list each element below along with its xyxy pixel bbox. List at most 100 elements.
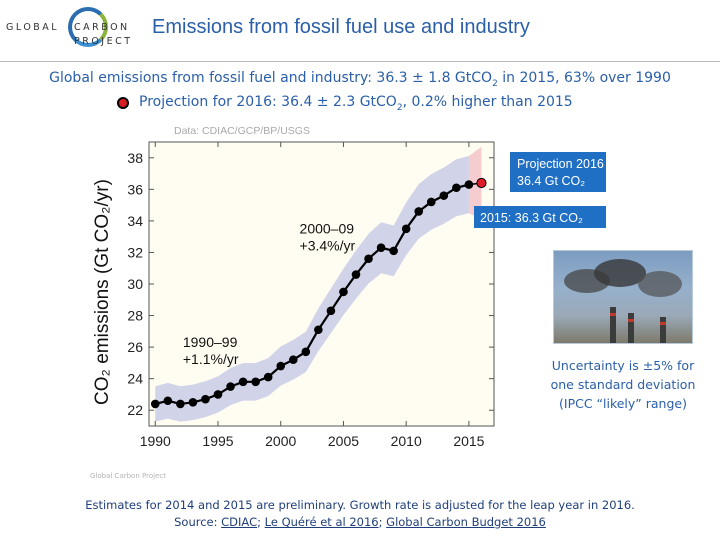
projection-callout: Projection 2016 36.4 Gt CO₂ bbox=[510, 152, 619, 192]
smokestacks-photo bbox=[553, 250, 693, 344]
data-point-2013 bbox=[439, 191, 449, 200]
projection-callout-box bbox=[510, 152, 619, 192]
data-point-2000 bbox=[276, 361, 286, 371]
data-point-1999 bbox=[263, 372, 273, 382]
uncertainty-line-1: Uncertainty is ±5% for bbox=[551, 358, 695, 373]
data-point-1997 bbox=[238, 377, 248, 387]
y-tick-label-30: 30 bbox=[127, 276, 143, 292]
data-point-2010 bbox=[401, 224, 411, 234]
smoke-plume-2 bbox=[594, 259, 646, 287]
y-tick-label-38: 38 bbox=[127, 150, 143, 166]
data-point-2005 bbox=[339, 287, 348, 297]
data-point-2002 bbox=[301, 347, 311, 357]
smokestack-3 bbox=[660, 317, 666, 343]
growth-annotation-0-rate: +1.1%/yr bbox=[183, 351, 239, 367]
data-point-2009 bbox=[389, 246, 398, 256]
le-quere-link[interactable]: Le Quéré et al 2016 bbox=[264, 515, 379, 529]
projection-sub: 2 bbox=[396, 102, 403, 113]
data-point-2014 bbox=[452, 183, 461, 193]
data-point-1996 bbox=[226, 382, 235, 391]
projection-rest: , 0.2% higher than 2015 bbox=[402, 94, 573, 110]
uncertainty-band bbox=[155, 155, 469, 422]
y-axis-ticks: 22 24 26 28 30 32 34 36 38 bbox=[127, 150, 494, 418]
projection-line: Projection for 2016: 36.4 ± 2.3 GtCO2, 0… bbox=[139, 94, 573, 113]
emissions-chart-svg: Data: CDIAC/GCP/BP/USGS 22 24 26 28 30 32 34 36… bbox=[92, 125, 619, 449]
footnote: Estimates for 2014 and 2015 are prelimin… bbox=[0, 497, 720, 531]
y-tick-label-36: 36 bbox=[127, 181, 143, 197]
subtitle-rest: in 2015, 63% over 1990 bbox=[497, 70, 671, 86]
data-point-1992 bbox=[176, 399, 185, 409]
cc-license-note: Global Carbon Project bbox=[90, 472, 166, 480]
projection-callout-line1: Projection 2016 bbox=[517, 157, 604, 171]
year-2015-callout-box bbox=[474, 206, 619, 228]
data-point-2012 bbox=[426, 197, 436, 207]
emissions-chart: Data: CDIAC/GCP/BP/USGS 22 24 26 28 30 32 34 36… bbox=[86, 122, 619, 486]
source-sep-2: ; bbox=[378, 515, 387, 529]
source-sep-1: ; bbox=[257, 515, 265, 529]
logo-ring-icon bbox=[68, 7, 108, 47]
x-tick-label-2010: 2010 bbox=[391, 433, 422, 449]
year-2015-callout: 2015: 36.3 Gt CO₂ bbox=[474, 206, 619, 228]
data-point-2008 bbox=[376, 243, 386, 253]
projection-marker-icon bbox=[117, 97, 129, 109]
smokestack-2 bbox=[628, 313, 634, 343]
growth-annotation-0-period: 1990–99 bbox=[183, 334, 238, 350]
source-label: Source: bbox=[174, 515, 222, 529]
subtitle-sub: 2 bbox=[492, 78, 498, 89]
logo-word-global: GLOBAL bbox=[6, 22, 60, 33]
data-point-1994 bbox=[201, 394, 210, 404]
footnote-line-2: Source: CDIAC; Le Quéré et al 2016; Glob… bbox=[0, 514, 720, 531]
x-tick-label-2005: 2005 bbox=[328, 433, 359, 449]
uncertainty-band-area bbox=[155, 155, 469, 422]
global-carbon-project-logo: GLOBAL CARBON PROJECT bbox=[6, 6, 138, 52]
data-point-1995 bbox=[213, 390, 223, 399]
subtitle: Global emissions from fossil fuel and in… bbox=[0, 70, 720, 89]
y-tick-label-24: 24 bbox=[127, 371, 143, 387]
data-point-2003 bbox=[314, 325, 323, 335]
y-tick-label-34: 34 bbox=[127, 213, 143, 229]
year-2015-callout-text: 2015: 36.3 Gt CO₂ bbox=[480, 211, 583, 225]
x-tick-label-1995: 1995 bbox=[202, 433, 233, 449]
y-tick-label-26: 26 bbox=[127, 339, 143, 355]
data-source-note: Data: CDIAC/GCP/BP/USGS bbox=[174, 125, 310, 137]
growth-annotations: 1990–99+1.1%/yr 2000–09+3.4%/yr bbox=[183, 221, 356, 368]
logo-word-carbon: CARBON bbox=[74, 22, 130, 33]
data-point-2001 bbox=[288, 355, 298, 365]
uncertainty-line-2: one standard deviation bbox=[550, 377, 696, 392]
logo-word-project: PROJECT bbox=[74, 36, 133, 47]
uncertainty-note: Uncertainty is ±5% for one standard devi… bbox=[540, 356, 706, 413]
global-carbon-budget-link[interactable]: Global Carbon Budget 2016 bbox=[386, 515, 546, 529]
x-tick-label-1990: 1990 bbox=[140, 433, 171, 449]
projection-band-area bbox=[468, 146, 482, 220]
y-tick-label-28: 28 bbox=[127, 308, 143, 324]
footnote-line-1: Estimates for 2014 and 2015 are prelimin… bbox=[85, 498, 635, 512]
y-axis-label: CO₂ emissions (Gt CO₂/yr) bbox=[92, 179, 113, 405]
data-point-1993 bbox=[188, 398, 198, 407]
data-point-1990 bbox=[150, 399, 160, 409]
smoke-plume-3 bbox=[638, 271, 682, 297]
data-point-2006 bbox=[351, 270, 361, 279]
projection-callout-line2: 36.4 Gt CO₂ bbox=[517, 174, 585, 188]
emissions-points bbox=[150, 177, 487, 409]
data-point-2011 bbox=[414, 207, 424, 216]
data-point-2004 bbox=[326, 306, 336, 316]
growth-annotation-1-period: 2000–09 bbox=[300, 221, 355, 237]
x-axis-ticks: 1990 1995 2000 2005 2010 2015 bbox=[140, 142, 485, 449]
y-tick-label-32: 32 bbox=[127, 244, 143, 260]
smokestack-1 bbox=[610, 307, 616, 343]
projection-point-2016 bbox=[476, 177, 487, 189]
data-point-2007 bbox=[364, 254, 373, 264]
slide-title: Emissions from fossil fuel use and indus… bbox=[152, 16, 530, 38]
uncertainty-line-3: (IPCC “likely” range) bbox=[559, 396, 687, 411]
data-point-2015 bbox=[464, 180, 474, 189]
data-point-1998 bbox=[251, 377, 260, 387]
projection-text: Projection for 2016: 36.4 ± 2.3 GtCO bbox=[139, 94, 397, 110]
cdiac-link[interactable]: CDIAC bbox=[221, 515, 258, 529]
x-tick-label-2015: 2015 bbox=[453, 433, 484, 449]
growth-annotation-1-rate: +3.4%/yr bbox=[300, 238, 356, 254]
title-divider bbox=[0, 61, 720, 62]
x-tick-label-2000: 2000 bbox=[265, 433, 296, 449]
subtitle-main: Global emissions from fossil fuel and in… bbox=[49, 70, 493, 86]
projection-band bbox=[468, 146, 482, 220]
y-tick-label-22: 22 bbox=[127, 402, 143, 418]
